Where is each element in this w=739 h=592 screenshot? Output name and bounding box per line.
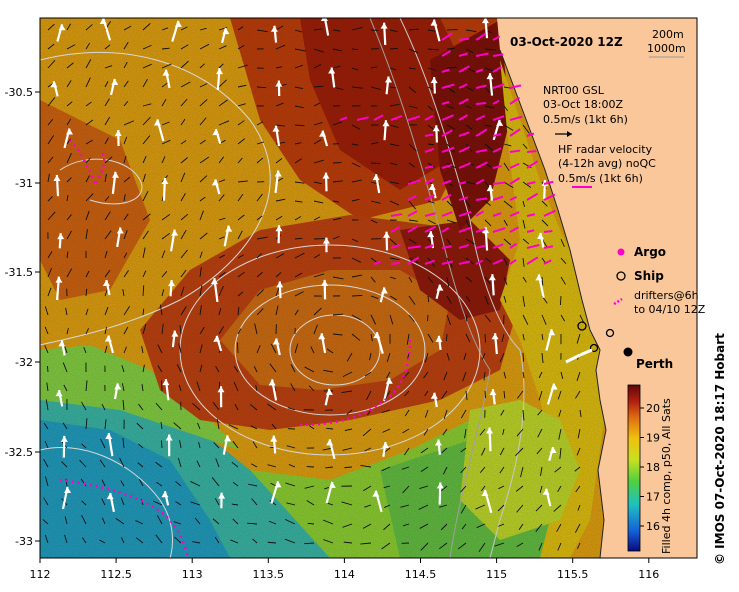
x-tick-label: 112.5 xyxy=(100,568,132,581)
drifter-track xyxy=(59,478,190,558)
colorbar xyxy=(627,384,641,552)
ship-marker xyxy=(605,328,615,338)
y-axis: -30.5 -31 -31.5 -32 -32.5 -33 xyxy=(5,86,40,548)
y-tick-label: -33 xyxy=(15,535,33,548)
map-title: 03-Oct-2020 12Z xyxy=(510,35,623,49)
x-tick-label: 113 xyxy=(182,568,203,581)
ship-label: Ship xyxy=(634,269,664,283)
ship-marker xyxy=(589,343,599,353)
radar-legend-line1: HF radar velocity xyxy=(558,143,653,156)
colorbar-label: Filled 4h comp, p50, All Sats xyxy=(660,398,673,554)
drifters-label-line1: drifters@6h xyxy=(634,289,699,302)
x-tick-label: 115 xyxy=(486,568,507,581)
credit-text: © IMOS 07-Oct-2020 18:17 Hobart xyxy=(713,333,727,565)
ship-marker xyxy=(577,321,587,331)
contour-200m xyxy=(399,18,525,558)
y-tick-label: -32 xyxy=(15,356,33,369)
y-tick-label: -31.5 xyxy=(5,266,33,279)
y-tick-label: -32.5 xyxy=(5,446,33,459)
white-velocity-arrows xyxy=(50,18,558,514)
drifters-label-line2: to 04/10 12Z xyxy=(634,303,706,316)
model-velocity-arrows xyxy=(42,20,585,552)
drifter-track xyxy=(299,339,412,427)
ship-legend-marker xyxy=(616,271,626,281)
model-legend-line2: 03-Oct 18:00Z xyxy=(543,98,623,111)
plot-frame xyxy=(39,17,698,559)
x-tick-label: 114.5 xyxy=(405,568,437,581)
land xyxy=(497,18,697,558)
contour-1000m xyxy=(369,18,491,558)
colorbar-tick-label: 20 xyxy=(646,402,660,415)
x-tick-label: 115.5 xyxy=(557,568,589,581)
perth-marker xyxy=(623,347,633,357)
y-tick-label: -31 xyxy=(15,177,33,190)
argo-legend-marker xyxy=(617,248,625,256)
x-axis: 112 112.5 113 113.5 114 114.5 115 115.5 116 xyxy=(30,558,659,581)
model-legend-line3: 0.5m/s (1kt 6h) xyxy=(543,113,628,126)
x-tick-label: 116 xyxy=(638,568,659,581)
depth-legend-1000m: 1000m xyxy=(647,42,686,55)
depth-legend-200m: 200m xyxy=(652,28,684,41)
drifter-track xyxy=(69,139,106,189)
x-tick-label: 112 xyxy=(30,568,51,581)
colorbar-ticks: 16 17 18 19 20 xyxy=(640,402,660,533)
x-tick-label: 114 xyxy=(334,568,355,581)
y-tick-label: -30.5 xyxy=(5,86,33,99)
argo-label: Argo xyxy=(634,245,666,259)
model-legend-line1: NRT00 GSL xyxy=(543,84,605,97)
perth-label: Perth xyxy=(636,357,673,371)
x-tick-label: 113.5 xyxy=(253,568,285,581)
colorbar-tick-label: 17 xyxy=(646,491,660,504)
colorbar-tick-label: 19 xyxy=(646,432,660,445)
radar-legend-line2: (4-12h avg) noQC xyxy=(558,157,656,170)
coastline xyxy=(499,49,607,558)
plot-area xyxy=(40,18,697,558)
radar-legend-line3: 0.5m/s (1kt 6h) xyxy=(558,172,643,185)
colorbar-tick-label: 18 xyxy=(646,461,660,474)
drifter-legend-marker xyxy=(613,297,623,306)
colorbar-tick-label: 16 xyxy=(646,520,660,533)
hf-radar-arrows xyxy=(339,32,556,265)
